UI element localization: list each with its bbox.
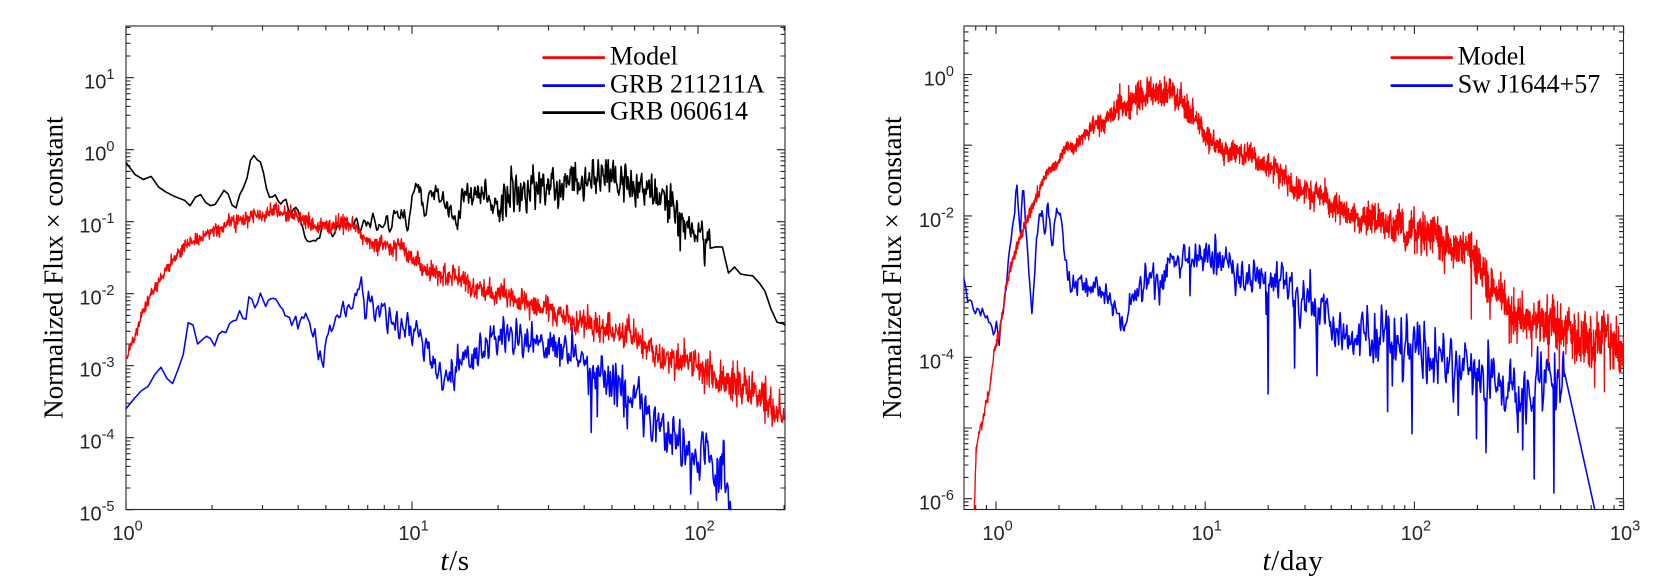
- svg-text:100: 100: [924, 64, 954, 91]
- svg-text:103: 103: [1610, 519, 1640, 546]
- svg-text:t/s: t/s: [440, 545, 469, 577]
- svg-text:101: 101: [398, 519, 428, 546]
- svg-text:GRB 211211A: GRB 211211A: [610, 70, 765, 99]
- svg-text:Normalized Flux × constant: Normalized Flux × constant: [39, 116, 69, 419]
- svg-text:GRB 060614: GRB 060614: [610, 97, 748, 126]
- svg-text:Normalized Flux × constant: Normalized Flux × constant: [877, 116, 907, 419]
- svg-text:100: 100: [982, 519, 1012, 546]
- svg-text:102: 102: [684, 519, 714, 546]
- svg-text:101: 101: [1192, 519, 1222, 546]
- svg-text:Sw J1644+57: Sw J1644+57: [1458, 70, 1601, 99]
- svg-text:100: 100: [112, 519, 142, 546]
- svg-text:Model: Model: [610, 42, 678, 71]
- svg-text:102: 102: [1401, 519, 1431, 546]
- svg-text:Model: Model: [1458, 42, 1526, 71]
- svg-text:t/day: t/day: [1262, 545, 1323, 577]
